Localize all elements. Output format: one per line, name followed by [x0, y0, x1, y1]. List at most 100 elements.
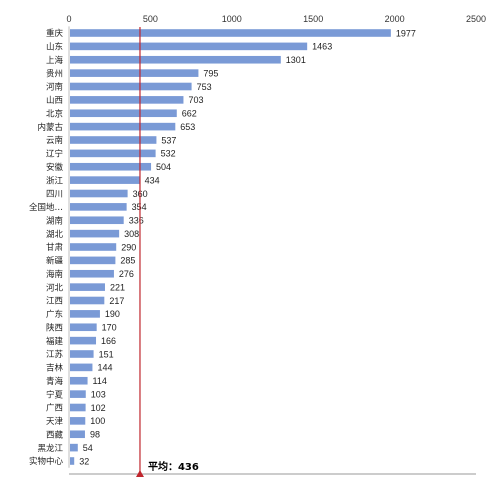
bars — [70, 29, 391, 465]
average-marker — [135, 470, 144, 477]
category-label: 福建 — [46, 336, 64, 347]
data-label: 32 — [79, 456, 89, 466]
data-label: 795 — [203, 68, 218, 78]
category-label: 四川 — [46, 190, 63, 200]
bar — [70, 350, 94, 358]
category-label: 天津 — [46, 416, 64, 427]
data-label: 100 — [90, 416, 105, 426]
bar — [70, 256, 116, 265]
category-label: 吉林 — [46, 363, 64, 374]
data-label: 336 — [129, 216, 144, 226]
data-label: 170 — [102, 323, 117, 333]
data-label: 504 — [156, 162, 171, 172]
category-label: 浙江 — [46, 175, 64, 186]
category-label: 北京 — [46, 108, 63, 119]
data-label: 98 — [90, 430, 100, 440]
x-tick-label: 0 — [66, 14, 71, 24]
bar — [70, 390, 86, 398]
x-tick-label: 500 — [143, 14, 158, 24]
x-tick-label: 1500 — [303, 14, 323, 24]
bar — [70, 69, 199, 77]
bar — [70, 323, 97, 332]
bar — [70, 216, 124, 225]
bar — [70, 162, 152, 171]
data-label: 114 — [93, 376, 107, 386]
data-label: 537 — [161, 135, 176, 145]
category-label: 实物中心 — [29, 456, 64, 467]
category-label: 江西 — [46, 297, 63, 307]
bar — [70, 336, 97, 345]
bar — [70, 82, 192, 91]
bar — [70, 243, 117, 251]
data-label: 285 — [120, 256, 135, 266]
data-label: 102 — [91, 403, 106, 413]
x-tick-label: 2000 — [385, 14, 405, 24]
data-label: 144 — [97, 363, 112, 373]
bar — [70, 176, 140, 184]
data-label: 54 — [83, 443, 93, 453]
data-label: 151 — [99, 349, 114, 359]
bar — [70, 189, 128, 198]
data-label: 662 — [182, 109, 197, 119]
data-label: 221 — [110, 282, 125, 292]
bar — [70, 430, 85, 439]
bar — [70, 203, 127, 211]
category-label: 云南 — [46, 135, 63, 146]
bar — [70, 283, 105, 291]
bar — [70, 443, 78, 452]
category-label: 青海 — [46, 376, 64, 387]
bar — [70, 55, 281, 64]
category-label: 黑龙江 — [37, 443, 63, 454]
category-label: 海南 — [46, 269, 63, 280]
data-label: 276 — [119, 269, 134, 279]
bar — [70, 296, 105, 305]
category-label: 全国地… — [29, 202, 63, 213]
bar — [70, 310, 100, 318]
bar — [70, 149, 156, 158]
category-label: 山西 — [46, 95, 63, 106]
data-label: 308 — [124, 229, 139, 239]
data-label: 217 — [109, 296, 124, 306]
bar — [70, 109, 177, 118]
category-label: 广西 — [46, 403, 63, 414]
category-label: 湖南 — [46, 215, 63, 226]
bar — [70, 122, 176, 131]
category-label: 陕西 — [46, 322, 63, 333]
category-label: 广东 — [46, 309, 63, 320]
x-tick-label: 2500 — [466, 14, 486, 24]
x-tick-label: 1000 — [222, 14, 242, 24]
data-label: 434 — [145, 175, 160, 185]
data-label: 290 — [121, 242, 136, 252]
category-label: 河南 — [46, 82, 63, 93]
data-labels: 1977 1463 1301 795 753 703 662 653 537 532 504 434 3… — [79, 28, 416, 466]
bar — [70, 42, 308, 51]
data-label: 1301 — [286, 55, 306, 65]
category-label: 新疆 — [46, 256, 64, 267]
bar — [70, 29, 391, 37]
category-label: 江苏 — [46, 349, 64, 360]
data-label: 703 — [188, 95, 203, 105]
category-label: 辽宁 — [46, 149, 63, 160]
data-label: 532 — [161, 149, 176, 159]
data-label: 653 — [180, 122, 195, 132]
data-label: 354 — [132, 202, 147, 212]
x-axis-ticks: 0 500 1000 1500 2000 2500 — [66, 14, 486, 24]
bar — [70, 363, 93, 372]
category-label: 甘肃 — [46, 242, 64, 253]
bar — [70, 457, 75, 465]
bar — [70, 269, 114, 278]
category-label: 安徽 — [46, 162, 64, 173]
data-label: 190 — [105, 309, 120, 319]
data-label: 1463 — [312, 42, 332, 52]
category-label: 河北 — [46, 282, 64, 293]
data-label: 753 — [197, 82, 212, 92]
bar — [70, 229, 120, 238]
category-label: 上海 — [46, 55, 64, 66]
category-label: 重庆 — [46, 28, 64, 39]
bar — [70, 376, 88, 385]
category-label: 湖北 — [46, 230, 64, 240]
category-label: 山东 — [46, 42, 63, 53]
category-label: 贵州 — [46, 68, 63, 79]
